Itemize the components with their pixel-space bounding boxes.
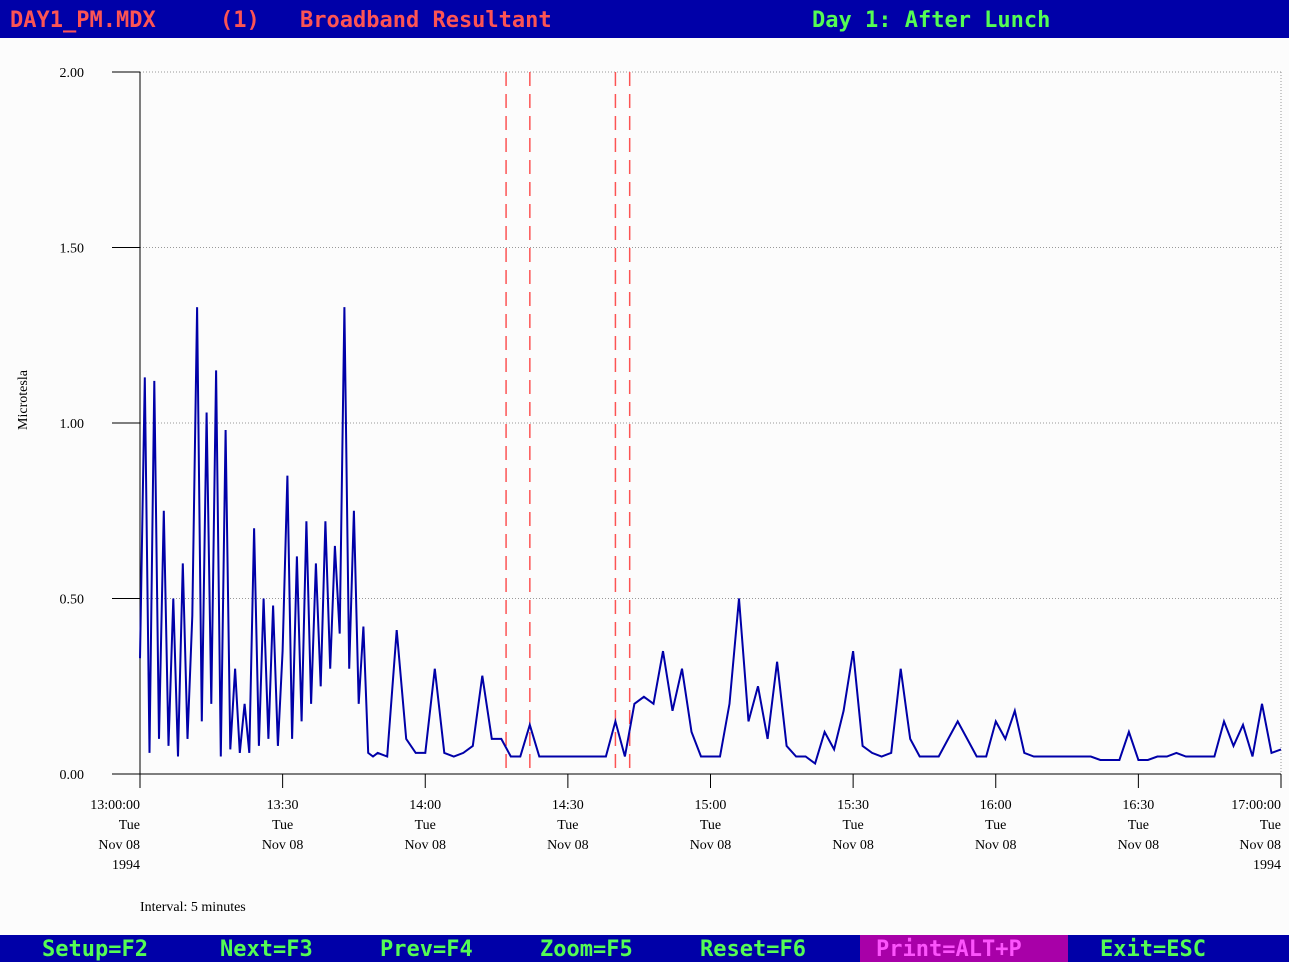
caption: Day 1: After Lunch bbox=[812, 8, 1050, 33]
x-tick-label: Nov 08 bbox=[404, 838, 446, 853]
file-name: DAY1_PM.MDX bbox=[10, 8, 156, 33]
x-tick-label: 1994 bbox=[112, 858, 140, 873]
x-tick-label: Nov 08 bbox=[547, 838, 589, 853]
x-tick-label: 14:00 bbox=[409, 798, 441, 813]
plot: 0.00 0.50 1.00 1.50 2.00 13:00:00 Tue Nov 08 199… bbox=[60, 66, 1282, 873]
x-tick-label: Nov 08 bbox=[975, 838, 1017, 853]
y-tick-label: 2.00 bbox=[60, 66, 85, 81]
x-tick-label: Nov 08 bbox=[1118, 838, 1160, 853]
function-key[interactable]: Next=F3 bbox=[220, 937, 313, 962]
x-tick-label: 14:30 bbox=[552, 798, 584, 813]
measure: Broadband Resultant bbox=[300, 8, 552, 33]
y-tick-label: 1.50 bbox=[60, 242, 85, 257]
x-tick-label: Nov 08 bbox=[262, 838, 304, 853]
function-key[interactable]: Print=ALT+P bbox=[876, 937, 1022, 962]
x-tick-label: Tue bbox=[985, 818, 1006, 833]
y-tick-label: 0.50 bbox=[60, 593, 85, 608]
function-keys: Setup=F2 Next=F3 Prev=F4 Zoom=F5 Reset=F6 Pri… bbox=[42, 935, 1206, 962]
key-highlight bbox=[860, 935, 1068, 962]
x-tick-label: 1994 bbox=[1253, 858, 1281, 873]
channel: (1) bbox=[220, 8, 260, 33]
x-tick-label: Tue bbox=[1260, 818, 1281, 833]
data-line bbox=[139, 307, 1282, 766]
x-tick-label: 13:00:00 bbox=[90, 798, 140, 813]
x-tick-label: 13:30 bbox=[267, 798, 299, 813]
interval-note: Interval: 5 minutes bbox=[140, 900, 246, 915]
function-key[interactable]: Setup=F2 bbox=[42, 937, 148, 962]
function-key[interactable]: Exit=ESC bbox=[1100, 937, 1206, 962]
x-tick-label: 15:00 bbox=[695, 798, 727, 813]
x-tick-label: Tue bbox=[119, 818, 140, 833]
x-tick-label: Tue bbox=[1128, 818, 1149, 833]
function-key[interactable]: Prev=F4 bbox=[380, 937, 473, 962]
x-tick-label: Nov 08 bbox=[1239, 838, 1281, 853]
x-tick-label: Tue bbox=[272, 818, 293, 833]
x-tick-label: Tue bbox=[700, 818, 721, 833]
x-tick-label: Tue bbox=[415, 818, 436, 833]
x-tick-label: Tue bbox=[842, 818, 863, 833]
x-tick-label: Tue bbox=[557, 818, 578, 833]
key-bar bbox=[0, 935, 1289, 962]
y-tick-label: 1.00 bbox=[60, 417, 85, 432]
x-tick-label: Nov 08 bbox=[98, 838, 140, 853]
x-tick-label: Nov 08 bbox=[690, 838, 732, 853]
y-tick-label: 0.00 bbox=[60, 768, 85, 783]
x-tick-label: 17:00:00 bbox=[1231, 798, 1281, 813]
x-tick-label: Nov 08 bbox=[832, 838, 874, 853]
x-tick-label: 15:30 bbox=[837, 798, 869, 813]
x-tick-label: 16:00 bbox=[980, 798, 1012, 813]
function-key[interactable]: Zoom=F5 bbox=[540, 937, 633, 962]
function-key[interactable]: Reset=F6 bbox=[700, 937, 806, 962]
x-tick-label: 16:30 bbox=[1122, 798, 1154, 813]
y-axis-label: Microtesla bbox=[16, 369, 31, 430]
title-bar bbox=[0, 0, 1289, 38]
